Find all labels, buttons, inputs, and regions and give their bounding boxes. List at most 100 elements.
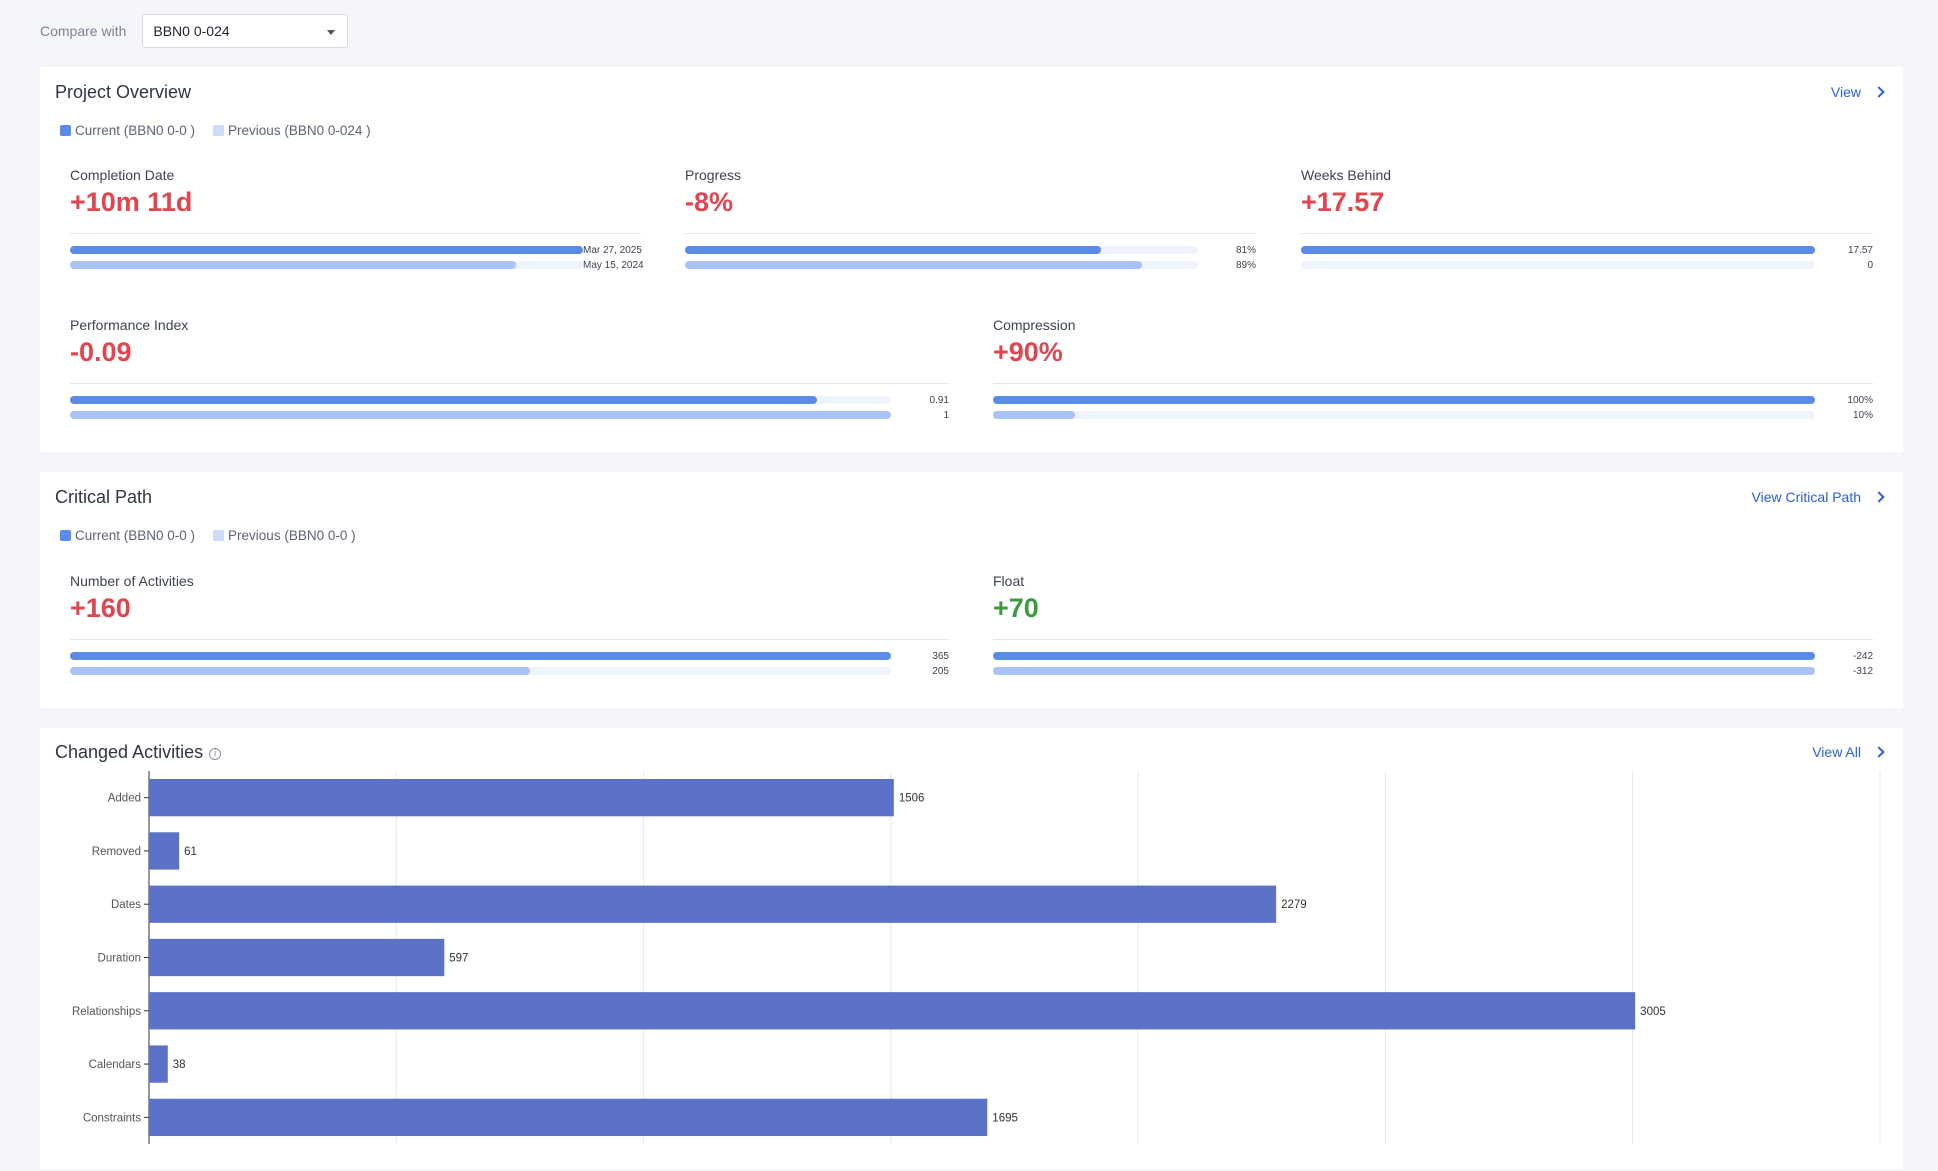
previous-bar-value: 89% <box>1235 259 1256 271</box>
view-link-label: View <box>1830 84 1861 100</box>
metric-label: Float <box>993 573 1025 589</box>
category-label: Removed <box>92 846 141 858</box>
current-bar-value: 0.91 <box>929 394 949 406</box>
chevron-right-icon <box>1873 86 1885 98</box>
changed-activities-chart: Added 1506 Removed 61 Dates 2279 Duration 597 Re… <box>72 771 1881 1144</box>
metric-divider <box>70 383 949 384</box>
current-bar-track <box>993 396 1815 404</box>
current-bar <box>993 652 1815 660</box>
metric-divider <box>70 233 641 234</box>
previous-bar-row: May 15, 2024 <box>70 259 644 271</box>
metric-value: -8% <box>685 187 734 217</box>
bar-value-label: 597 <box>449 953 468 965</box>
current-bar-value: 100% <box>1847 394 1873 406</box>
view-critical-path-label: View Critical Path <box>1751 489 1861 505</box>
current-bar-row: 100% <box>993 394 1873 406</box>
metric-label: Completion Date <box>70 167 175 183</box>
legend-previous-label: Previous (BBN0 0-0 ) <box>228 528 356 543</box>
legend-current: Current (BBN0 0-0 ) <box>60 528 195 543</box>
view-link[interactable]: View <box>1830 84 1885 100</box>
current-bar-value: -242 <box>1852 650 1873 662</box>
metric-completion-date: Completion Date +10m 11d Mar 27, 2025 Ma… <box>70 167 644 271</box>
previous-bar-value: 0 <box>1867 259 1873 271</box>
bar-dates[interactable] <box>149 885 1277 923</box>
bar-constraints[interactable] <box>149 1098 988 1137</box>
metric-value: -0.09 <box>70 337 132 367</box>
previous-bar-row: 10% <box>993 409 1873 421</box>
previous-bar-row: -312 <box>993 665 1873 677</box>
project-overview-card: Project Overview View Current (BBN0 0-0 … <box>40 67 1903 452</box>
legend-previous: Previous (BBN0 0-024 ) <box>213 123 371 138</box>
previous-bar-track <box>70 667 891 675</box>
legend-previous: Previous (BBN0 0-0 ) <box>213 528 356 543</box>
metric-divider <box>993 639 1873 640</box>
bar-calendars[interactable] <box>149 1045 168 1083</box>
changed-activities-card: Changed Activities i View All Added 1506 Re… <box>40 728 1903 1169</box>
previous-bar-track <box>1301 261 1815 269</box>
metric-weeks-behind: Weeks Behind +17.57 17.57 0 <box>1301 167 1873 271</box>
bar-added[interactable] <box>149 778 894 817</box>
view-critical-path-link[interactable]: View Critical Path <box>1751 489 1885 505</box>
compare-select[interactable]: BBN0 0-024 <box>142 14 349 48</box>
current-bar <box>70 246 583 254</box>
bar-duration[interactable] <box>149 938 445 977</box>
bar-value-label: 2279 <box>1281 899 1307 911</box>
bar-value-label: 3005 <box>1640 1006 1666 1018</box>
current-bar-track <box>70 246 583 254</box>
previous-bar-track <box>993 667 1815 675</box>
metric-compression: Compression +90% 100% 10% <box>993 317 1873 421</box>
previous-bar-track <box>70 411 891 419</box>
legend-previous-swatch <box>213 530 225 541</box>
metric-number-of-activities: Number of Activities +160 365 205 <box>70 573 949 677</box>
legend-current-label: Current (BBN0 0-0 ) <box>75 528 196 543</box>
current-bar-value: 81% <box>1235 244 1256 256</box>
current-bar-track <box>70 396 891 404</box>
current-bar-row: 365 <box>70 650 949 662</box>
critical-legend: Current (BBN0 0-0 ) Previous (BBN0 0-0 ) <box>60 528 374 543</box>
metric-progress: Progress -8% 81% 89% <box>685 167 1256 271</box>
changed-activities-title-text: Changed Activities <box>55 742 204 762</box>
previous-bar-row: 0 <box>1301 259 1873 271</box>
metric-value: +17.57 <box>1301 187 1385 217</box>
current-bar-row: -242 <box>993 650 1873 662</box>
metric-label: Progress <box>685 167 742 183</box>
current-bar-value: 365 <box>932 650 949 662</box>
bar-value-label: 38 <box>173 1059 186 1071</box>
current-bar-row: 0.91 <box>70 394 949 406</box>
info-icon[interactable]: i <box>209 748 222 760</box>
previous-bar <box>70 667 530 675</box>
bar-value-label: 1506 <box>899 793 925 805</box>
previous-bar <box>685 261 1142 269</box>
previous-bar-value: May 15, 2024 <box>583 259 644 271</box>
legend-current-swatch <box>60 125 71 136</box>
previous-bar <box>70 411 891 419</box>
previous-bar <box>993 667 1815 675</box>
previous-bar-track <box>993 411 1815 419</box>
bar-relationships[interactable] <box>149 992 1636 1030</box>
overview-legend: Current (BBN0 0-0 ) Previous (BBN0 0-024… <box>60 123 389 138</box>
previous-bar-value: 10% <box>1852 409 1873 421</box>
current-bar-track <box>70 652 891 660</box>
metric-value: +160 <box>70 593 131 623</box>
current-bar-value: 17.57 <box>1847 244 1873 256</box>
previous-bar-value: 205 <box>932 665 949 677</box>
previous-bar-row: 205 <box>70 665 949 677</box>
bar-removed[interactable] <box>149 832 180 870</box>
category-label: Added <box>108 793 141 805</box>
previous-bar-value: -312 <box>1852 665 1873 677</box>
project-overview-title: Project Overview <box>55 82 192 102</box>
view-all-label: View All <box>1812 744 1861 760</box>
category-label: Duration <box>98 953 141 965</box>
compare-label: Compare with <box>40 23 127 39</box>
metric-divider <box>685 233 1256 234</box>
previous-bar-row: 1 <box>70 410 949 421</box>
current-bar-row: 81% <box>685 244 1256 256</box>
chevron-right-icon <box>1873 746 1885 758</box>
current-bar-value: Mar 27, 2025 <box>583 244 642 256</box>
legend-current-swatch <box>60 530 71 541</box>
current-bar-track <box>1301 246 1815 254</box>
metric-label: Compression <box>993 317 1076 333</box>
metric-label: Number of Activities <box>70 573 194 589</box>
metric-value: +70 <box>993 593 1039 623</box>
view-all-link[interactable]: View All <box>1812 744 1885 760</box>
